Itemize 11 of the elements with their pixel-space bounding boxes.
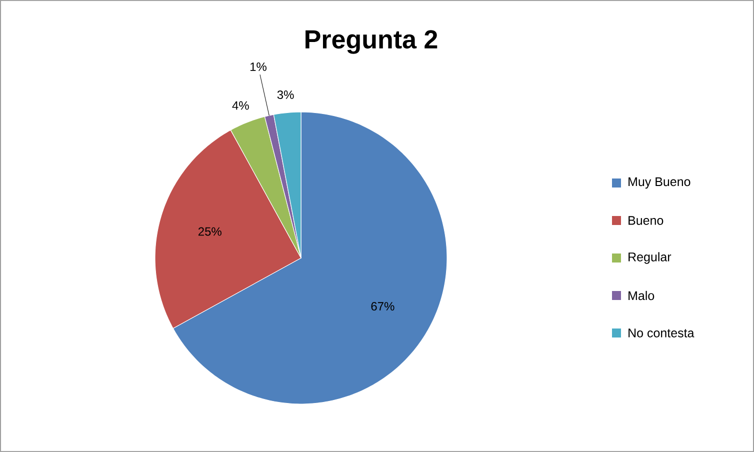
legend-label: Bueno bbox=[628, 216, 664, 225]
legend-label: Regular bbox=[628, 252, 672, 264]
data-label: 4% bbox=[232, 101, 249, 110]
data-label: 3% bbox=[277, 90, 294, 99]
data-label: 1% bbox=[250, 62, 266, 71]
data-label: 25% bbox=[198, 227, 222, 236]
legend-label: Muy Bueno bbox=[628, 177, 690, 189]
legend-label: Malo bbox=[628, 290, 654, 300]
legend-label: No contesta bbox=[628, 328, 694, 338]
data-label: 67% bbox=[371, 302, 394, 311]
chart-title: Pregunta 2 bbox=[306, 30, 438, 54]
